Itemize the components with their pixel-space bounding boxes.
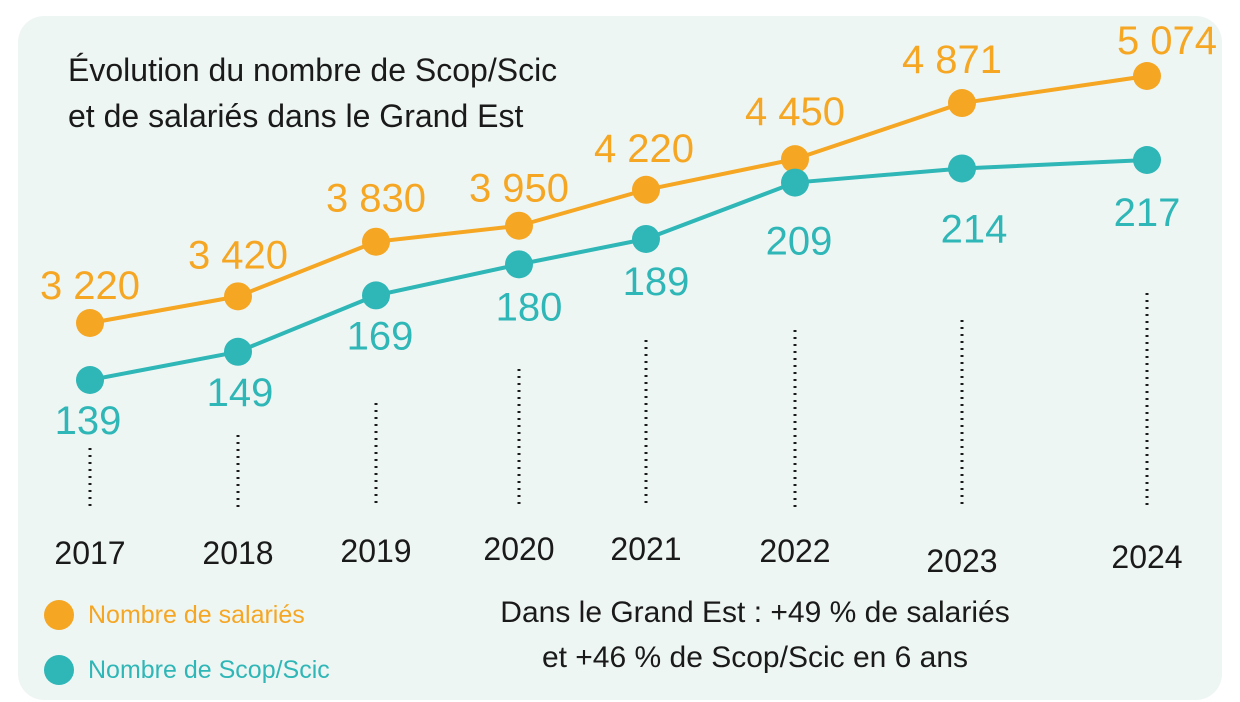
summary-note-line-2: et +46 % de Scop/Scic en 6 ans <box>541 641 969 674</box>
legend-label-salaries: Nombre de salariés <box>88 600 305 629</box>
x-tick-label-2024: 2024 <box>1111 539 1182 575</box>
data-point-salaries-2023 <box>948 89 976 118</box>
data-label-scop-2021: 189 <box>623 260 690 304</box>
legend-marker-salaries <box>44 600 74 630</box>
series-line-scop <box>89 158 1148 382</box>
x-tick-label-2023: 2023 <box>926 543 997 579</box>
data-point-scop-2022 <box>781 168 809 197</box>
data-point-salaries-2017 <box>76 309 104 337</box>
data-label-scop-2018: 149 <box>207 371 274 415</box>
data-label-salaries-2020: 3 950 <box>469 167 569 211</box>
data-label-salaries-2019: 3 830 <box>326 177 426 221</box>
chart-panel <box>18 16 1222 700</box>
x-tick-label-2018: 2018 <box>202 535 273 571</box>
data-point-salaries-2022 <box>781 145 809 174</box>
data-label-salaries-2018: 3 420 <box>188 233 288 277</box>
data-point-salaries-2018 <box>224 282 252 311</box>
x-tick-label-2020: 2020 <box>483 531 554 567</box>
data-label-scop-2024: 217 <box>1114 191 1181 235</box>
data-point-salaries-2024 <box>1133 62 1161 90</box>
legend-label-scop: Nombre de Scop/Scic <box>88 655 330 684</box>
data-label-salaries-2023: 4 871 <box>902 38 1002 82</box>
x-tick-label-2017: 2017 <box>54 535 125 571</box>
legend-item-salaries: Nombre de salariés <box>44 599 305 631</box>
data-label-scop-2020: 180 <box>496 285 563 329</box>
data-point-scop-2017 <box>76 366 104 394</box>
data-point-scop-2018 <box>224 337 252 366</box>
data-label-salaries-2022: 4 450 <box>745 90 845 134</box>
x-tick-label-2021: 2021 <box>610 531 681 567</box>
data-point-scop-2024 <box>1133 146 1161 174</box>
data-point-salaries-2020 <box>505 211 533 240</box>
data-point-scop-2019 <box>362 281 390 310</box>
data-point-scop-2023 <box>948 154 976 183</box>
data-label-scop-2023: 214 <box>941 207 1008 251</box>
data-label-salaries-2021: 4 220 <box>594 127 694 171</box>
series-line-salaries <box>89 74 1148 325</box>
data-point-salaries-2019 <box>362 227 390 256</box>
x-tick-label-2022: 2022 <box>759 533 830 569</box>
data-point-salaries-2021 <box>632 175 660 204</box>
data-label-salaries-2017: 3 220 <box>40 264 140 308</box>
data-label-salaries-2024: 5 074 <box>1117 19 1217 63</box>
data-label-scop-2022: 209 <box>766 220 833 264</box>
chart-title-line-2: et de salariés dans le Grand Est <box>68 98 524 134</box>
data-label-scop-2017: 139 <box>55 399 122 443</box>
data-point-scop-2020 <box>505 250 533 279</box>
data-label-scop-2019: 169 <box>347 314 414 358</box>
summary-note-line-1: Dans le Grand Est : +49 % de salariés <box>500 596 1010 629</box>
legend-marker-scop <box>44 655 74 685</box>
chart-title-line-1: Évolution du nombre de Scop/Scic <box>68 52 558 88</box>
x-tick-label-2019: 2019 <box>340 533 411 569</box>
legend-item-scop: Nombre de Scop/Scic <box>44 654 330 686</box>
data-point-scop-2021 <box>632 224 660 253</box>
